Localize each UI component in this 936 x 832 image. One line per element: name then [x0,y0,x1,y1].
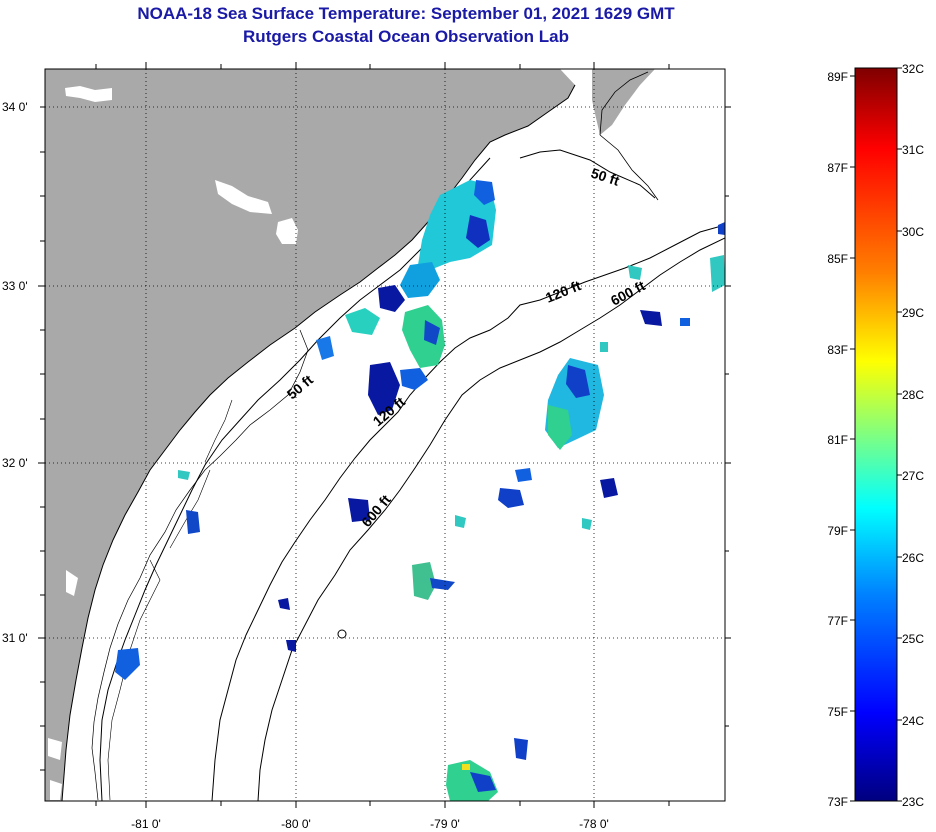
cb-label-87f: 87F [827,161,848,175]
sst-observations [115,180,725,801]
lon-label-80: -80 0' [281,817,311,831]
lon-label-78: -78 0' [579,817,609,831]
cb-label-26c: 26C [902,551,924,565]
map-frame [44,68,726,802]
cb-label-28c: 28C [902,388,924,402]
lat-label-31: 31 0' [2,631,28,645]
colorbar: 32C 31C 30C 29C 28C 27C 26C 25C 24C 23C … [827,62,924,809]
lon-label-79: -79 0' [430,817,460,831]
cb-label-81f: 81F [827,433,848,447]
cb-label-31c: 31C [902,143,924,157]
cb-label-24c: 24C [902,714,924,728]
contour-600ft [257,237,725,801]
cb-label-32c: 32C [902,62,924,76]
contour-120ft [211,224,725,801]
colorbar-gradient [854,67,898,802]
land-mass-ne [592,69,655,135]
cb-label-89f: 89F [827,70,848,84]
lat-label-33: 33 0' [2,279,28,293]
cb-label-23c: 23C [902,795,924,809]
map-title: NOAA-18 Sea Surface Temperature: Septemb… [137,4,675,23]
cb-label-79f: 79F [827,524,848,538]
cb-label-77f: 77F [827,614,848,628]
cb-label-30c: 30C [902,225,924,239]
lon-label-81: -81 0' [131,817,161,831]
lat-label-32: 32 0' [2,456,28,470]
cb-label-25c: 25C [902,632,924,646]
lat-label-34: 34 0' [2,100,28,114]
cb-label-29c: 29C [902,306,924,320]
cb-label-75f: 75F [827,705,848,719]
cb-label-83f: 83F [827,343,848,357]
land-mass [45,69,575,801]
map-subtitle: Rutgers Coastal Ocean Observation Lab [243,27,569,46]
cb-label-85f: 85F [827,252,848,266]
cb-label-27c: 27C [902,469,924,483]
cb-label-73f: 73F [827,795,848,809]
